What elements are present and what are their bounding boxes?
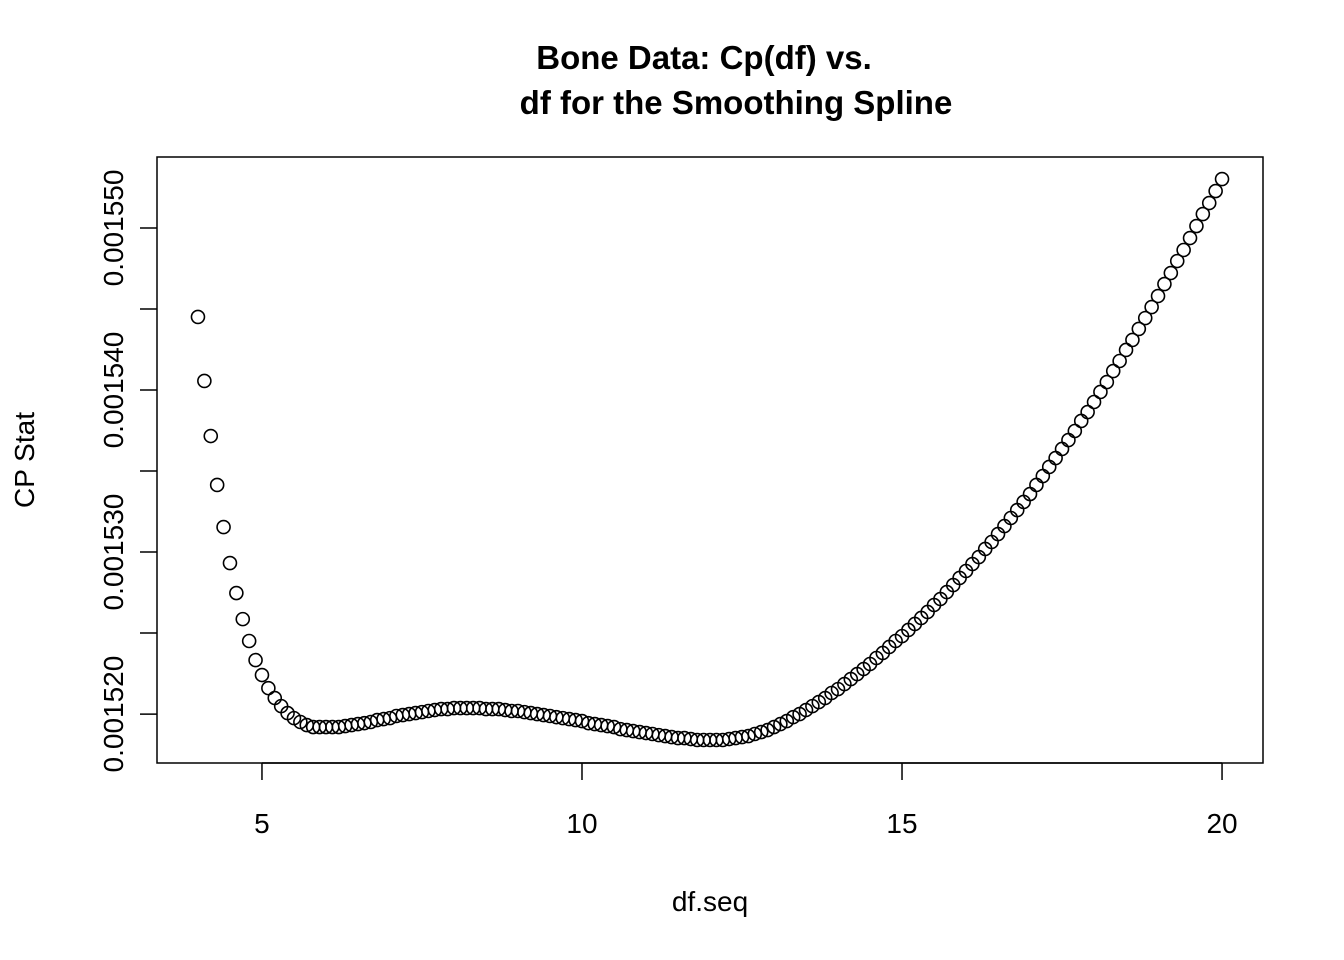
point [1144,299,1159,315]
point [1118,342,1134,358]
point [1125,332,1140,348]
point [1086,394,1102,410]
point [1163,265,1179,281]
chart-title: Bone Data: Cp(df) vs. [536,39,872,76]
point [1195,206,1211,222]
point [1105,363,1121,379]
point [254,667,270,683]
point [766,719,782,735]
point [1131,321,1147,337]
x-axis-label: df.seq [672,886,748,917]
point [747,726,763,742]
point [753,724,769,740]
x-tick-label: 5 [254,808,270,839]
point [1176,242,1191,258]
y-tick-label: 0.001520 [98,656,129,773]
x-tick-label: 20 [1206,808,1237,839]
point [741,728,756,744]
y-tick-label: 0.001540 [98,332,129,449]
point [1157,276,1172,292]
point [235,611,251,627]
x-tick-label: 15 [886,808,917,839]
y-axis-label: CP Stat [9,412,40,508]
point [216,519,231,535]
point [1182,230,1198,246]
chart-title: df for the Smoothing Spline [520,84,953,121]
point [1150,288,1166,304]
point [1189,218,1204,234]
point [1208,183,1223,199]
point [1137,310,1153,326]
point [1067,423,1083,439]
point [197,373,212,389]
point [1112,353,1127,369]
y-tick-label: 0.001530 [98,494,129,611]
point [203,428,219,444]
point [1099,374,1115,390]
y-tick-label: 0.001550 [98,170,129,287]
point [222,555,238,571]
point [1201,195,1217,211]
point [248,652,263,668]
point [209,477,225,493]
point [1080,404,1095,420]
point [229,585,244,601]
point [1169,253,1185,269]
point [190,309,206,325]
x-tick-label: 10 [566,808,597,839]
point [241,633,257,649]
point [1214,171,1230,187]
